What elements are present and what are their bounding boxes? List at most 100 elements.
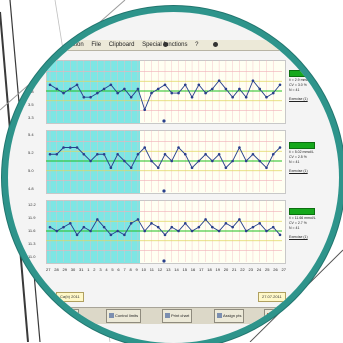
data-point — [89, 229, 92, 233]
y-tick-label: 4.3 — [28, 62, 34, 67]
data-point — [129, 166, 133, 170]
x-tick-label: 2 — [93, 267, 96, 272]
x-tick-label: 25 — [264, 267, 270, 272]
data-point — [183, 83, 187, 87]
data-point — [278, 83, 282, 87]
chart-3-exercise-link[interactable]: Exercise (1) — [289, 235, 308, 239]
data-point — [271, 225, 275, 229]
print-chart-button[interactable]: Print chart — [162, 309, 193, 323]
y-tick-label: 3.3 — [28, 115, 34, 120]
chart-3-cv: CV = 2.7 % — [289, 221, 307, 225]
data-point — [82, 152, 86, 156]
toolbar-dot-icon[interactable] — [213, 42, 218, 47]
period-field[interactable]: Ca(b) 2011 — [56, 292, 84, 302]
data-point — [190, 229, 194, 233]
data-point — [190, 95, 194, 99]
data-point — [129, 95, 133, 99]
data-point — [183, 221, 187, 225]
data-point — [156, 166, 160, 170]
toolbar-dot-icon[interactable] — [163, 42, 168, 47]
data-point — [278, 146, 282, 149]
chart-1-n: N = 41 — [289, 88, 300, 92]
y-tick-label: 4.8 — [28, 186, 34, 191]
data-point — [123, 233, 126, 237]
data-point — [96, 218, 99, 221]
chart-3-n: N = 41 — [289, 226, 300, 230]
control-limits-button[interactable]: Control limits — [106, 309, 142, 323]
exit-label: Exit — [273, 313, 280, 318]
chart-1-cv: CV = 3.0 % — [289, 83, 307, 87]
data-point — [197, 159, 201, 163]
data-point — [231, 95, 234, 99]
x-tick-label: 14 — [174, 267, 179, 272]
chart-1-exercise-link[interactable]: Exercise (1) — [289, 97, 308, 101]
assign-pts-button[interactable]: Assign pts — [214, 309, 245, 323]
menu-file[interactable]: File — [91, 42, 102, 48]
chart-1-status-badge — [289, 70, 315, 77]
current-run-marker — [162, 119, 166, 123]
x-tick-label: 8 — [129, 267, 132, 272]
x-tick-label: 30 — [70, 267, 76, 272]
menu-configuration[interactable]: Configuration — [48, 42, 84, 48]
x-tick-label: 27 — [46, 267, 51, 272]
data-point — [238, 146, 241, 149]
rule-qc-icon — [55, 313, 60, 319]
menu-help[interactable]: ? — [195, 42, 199, 48]
data-point — [82, 225, 86, 229]
menu-clipboard[interactable]: Clipboard — [108, 42, 135, 48]
data-point — [265, 166, 268, 170]
data-point — [177, 146, 180, 149]
x-tick-label: 15 — [182, 267, 187, 272]
data-point — [48, 225, 52, 229]
data-point — [170, 91, 174, 95]
chart-2-exercise-link[interactable]: Exercise (1) — [289, 169, 308, 173]
data-point — [183, 152, 187, 156]
date-field[interactable]: 27.07.2011 — [258, 292, 286, 302]
data-point — [231, 159, 234, 163]
data-point — [251, 79, 255, 82]
y-tick-label: 11.6 — [28, 228, 36, 233]
y-tick-label: 5.0 — [28, 168, 34, 173]
data-point — [109, 83, 113, 87]
data-point — [204, 152, 207, 156]
data-point — [224, 166, 228, 170]
x-tick-label: 10 — [141, 267, 146, 272]
x-tick-label: 18 — [207, 267, 212, 272]
x-tick-label: 13 — [165, 267, 171, 272]
data-point — [177, 91, 180, 95]
x-tick-label: 29 — [62, 267, 67, 272]
data-point — [211, 225, 214, 229]
exit-button[interactable]: Exit — [264, 309, 283, 323]
data-point — [55, 152, 59, 156]
data-point — [224, 87, 228, 91]
chart-1-stats: x̄ = 2.9 mmol/L CV = 3.0 % N = 41 Exerci… — [289, 78, 325, 102]
data-point — [238, 218, 241, 221]
y-tick-label: 4.0 — [28, 76, 34, 81]
data-point — [265, 229, 268, 233]
data-point — [55, 87, 59, 91]
data-point — [244, 95, 248, 99]
current-run-marker — [162, 259, 166, 263]
data-point — [102, 152, 106, 156]
data-point — [150, 91, 153, 95]
x-tick-label: 24 — [256, 267, 262, 272]
rule-qc-button[interactable]: Rule QC — [52, 309, 80, 323]
data-point — [62, 91, 65, 95]
x-tick-label: 1 — [87, 267, 90, 272]
data-point — [68, 221, 72, 225]
chart-3-mean: x̄ = 11.66 mmol/L — [289, 216, 316, 220]
exit-icon — [267, 313, 272, 319]
data-point — [217, 79, 221, 82]
x-tick-label: 12 — [157, 267, 163, 272]
data-point — [150, 159, 153, 163]
data-point — [258, 87, 262, 91]
control-chart-plots — [46, 60, 282, 263]
data-point — [224, 221, 228, 225]
print-chart-label: Print chart — [171, 313, 190, 318]
data-point — [123, 159, 126, 163]
data-point — [116, 152, 119, 156]
data-point — [68, 146, 72, 149]
data-point — [75, 83, 79, 87]
data-point — [143, 146, 147, 149]
data-point — [129, 221, 133, 225]
